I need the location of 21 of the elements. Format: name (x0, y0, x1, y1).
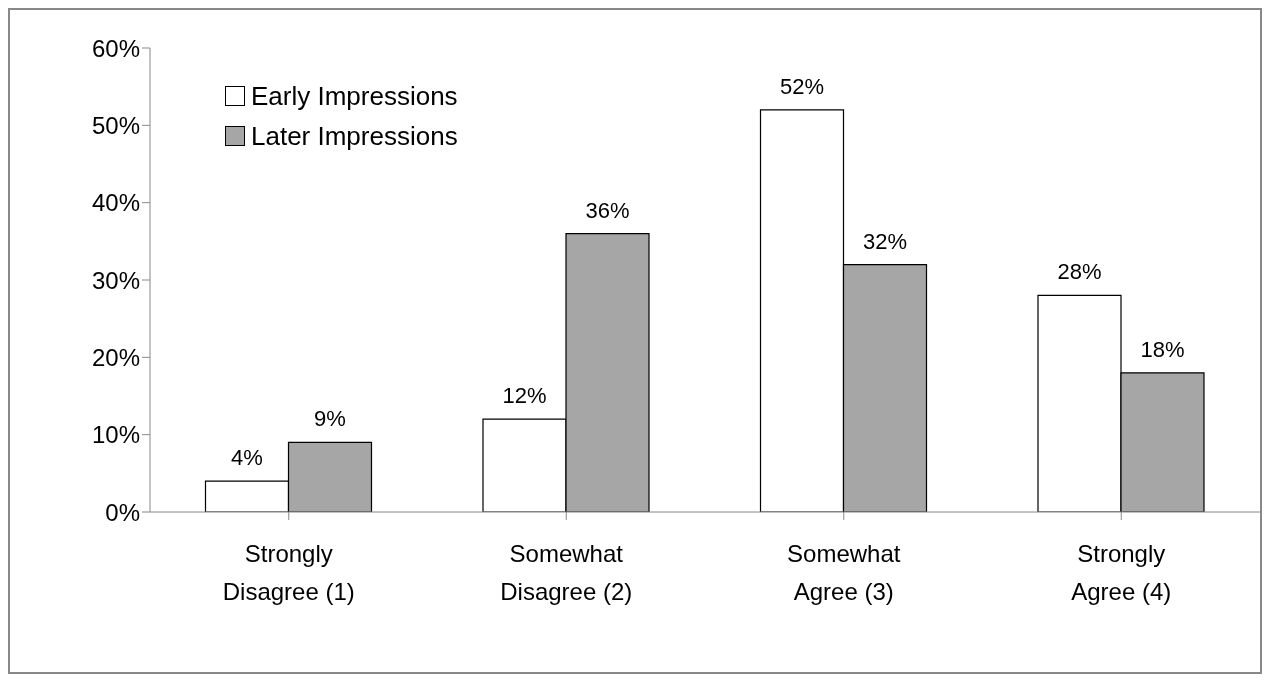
data-label: 28% (1057, 259, 1102, 285)
y-tick-label: 40% (91, 189, 140, 217)
x-tick-label: Somewhat Agree (3) (787, 540, 901, 605)
data-label: 9% (314, 406, 346, 432)
y-tick-label: 30% (91, 266, 140, 294)
data-label: 12% (502, 383, 547, 409)
x-tick-label: Somewhat Disagree (2) (500, 540, 633, 605)
data-label: 4% (231, 445, 263, 471)
y-tick-label: 50% (91, 111, 140, 139)
legend-label: Later Impressions (251, 120, 458, 153)
y-tick-label: 20% (91, 343, 140, 371)
y-tick-label: 0% (105, 498, 140, 526)
y-tick-label: 10% (91, 421, 140, 449)
x-tick-label: Strongly Agree (4) (1071, 540, 1172, 605)
data-label: 52% (779, 73, 825, 99)
legend-label: Early Impressions (251, 80, 458, 113)
data-label: 32% (862, 228, 908, 254)
data-label: 18% (1140, 336, 1185, 362)
y-tick-label: 60% (91, 34, 140, 62)
data-label: 36% (585, 197, 630, 223)
x-tick-label: Strongly Disagree (1) (222, 540, 355, 605)
